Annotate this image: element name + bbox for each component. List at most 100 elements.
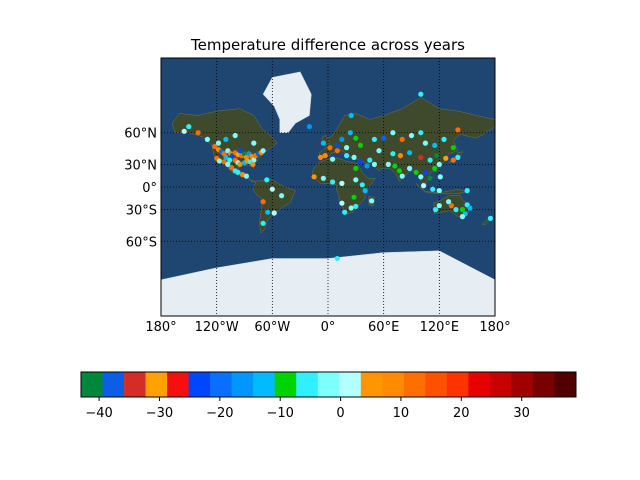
data-point xyxy=(216,158,222,164)
data-point xyxy=(279,193,285,199)
colorbar-tick-label: 10 xyxy=(393,406,410,421)
data-point xyxy=(433,207,439,213)
lon-label: 120°E xyxy=(420,320,460,335)
data-point xyxy=(455,154,461,160)
data-point xyxy=(381,135,387,141)
data-point xyxy=(353,165,359,171)
colorbar-ticks: −40 −30 −20 −10 0 10 20 30 xyxy=(85,397,530,421)
data-point xyxy=(225,161,231,167)
data-point xyxy=(344,145,350,151)
data-point xyxy=(371,136,377,142)
data-point xyxy=(251,140,257,146)
data-point xyxy=(464,188,470,194)
data-point xyxy=(269,186,275,192)
data-point xyxy=(407,165,413,171)
longitude-labels: 180° 120°W 60°W 0° 60°E 120°E 180° xyxy=(145,320,510,335)
landmass-eurasia xyxy=(318,97,496,187)
lat-label: 60°S xyxy=(126,235,157,250)
lon-label: 180° xyxy=(479,320,510,335)
data-point xyxy=(448,203,454,209)
data-point xyxy=(459,214,466,220)
data-point xyxy=(450,145,456,151)
colorbar-block xyxy=(339,372,362,397)
lat-label: 60°N xyxy=(124,127,157,142)
data-point xyxy=(215,140,222,146)
colorbar-block xyxy=(317,372,340,397)
data-point xyxy=(487,215,493,221)
data-point xyxy=(418,174,424,180)
colorbar-block xyxy=(468,372,491,397)
data-point xyxy=(320,140,326,146)
colorbar-block xyxy=(446,372,469,397)
data-point xyxy=(390,151,396,157)
data-point xyxy=(322,153,328,159)
data-point xyxy=(250,161,256,167)
data-point xyxy=(430,186,436,192)
colorbar-block xyxy=(124,372,146,397)
data-point xyxy=(344,153,350,159)
colorbar-tick-label: 0 xyxy=(336,406,344,421)
data-point xyxy=(364,163,370,169)
data-point xyxy=(221,159,227,165)
data-point xyxy=(436,161,442,167)
data-point xyxy=(396,168,402,174)
data-point xyxy=(369,198,375,204)
lat-label: 30°N xyxy=(124,158,157,173)
landmass-south-america xyxy=(252,179,296,234)
data-point xyxy=(339,200,345,206)
data-point xyxy=(186,124,192,130)
colorbar-block xyxy=(102,372,125,397)
data-point xyxy=(181,128,187,134)
data-point xyxy=(413,169,419,175)
data-point xyxy=(418,130,424,136)
data-point xyxy=(271,210,277,216)
data-point xyxy=(390,130,396,136)
colorbar-block xyxy=(489,372,512,397)
data-point xyxy=(353,203,359,209)
lat-label: 30°S xyxy=(126,204,157,219)
data-point xyxy=(223,136,229,142)
colorbar-tick-label: −40 xyxy=(85,406,112,421)
colorbar-block xyxy=(382,372,405,397)
data-point xyxy=(408,132,415,139)
data-point xyxy=(351,154,357,160)
data-point xyxy=(397,153,403,159)
colorbar-block xyxy=(511,372,534,397)
data-point xyxy=(455,127,461,133)
data-point xyxy=(334,142,340,148)
data-point xyxy=(437,174,443,180)
data-point xyxy=(237,161,243,167)
data-point xyxy=(243,173,249,179)
colorbar-block xyxy=(403,372,426,397)
data-point xyxy=(223,154,229,160)
data-point xyxy=(422,169,428,175)
colorbar-block xyxy=(145,372,168,397)
data-point xyxy=(399,173,405,179)
data-point xyxy=(467,205,473,211)
colorbar-block xyxy=(253,372,275,397)
colorbar-block xyxy=(554,372,577,397)
data-point xyxy=(418,91,424,97)
data-point xyxy=(443,155,449,161)
data-point xyxy=(353,135,359,141)
data-point xyxy=(318,154,324,160)
colorbar-block xyxy=(231,372,254,397)
colorbar-block xyxy=(188,372,211,397)
data-point xyxy=(446,199,452,205)
data-point xyxy=(427,175,433,181)
data-point xyxy=(407,150,413,156)
data-point xyxy=(232,132,238,139)
data-point xyxy=(195,130,201,136)
data-point xyxy=(422,140,428,146)
colorbar-frame xyxy=(80,371,577,398)
data-point xyxy=(227,157,233,163)
data-point xyxy=(334,255,340,262)
colorbar-block xyxy=(274,372,297,397)
colorbar-block xyxy=(210,372,232,397)
data-point xyxy=(265,209,271,215)
data-point xyxy=(342,209,348,215)
data-point xyxy=(392,163,398,169)
data-point xyxy=(357,142,364,148)
colorbar-blocks xyxy=(81,372,577,397)
